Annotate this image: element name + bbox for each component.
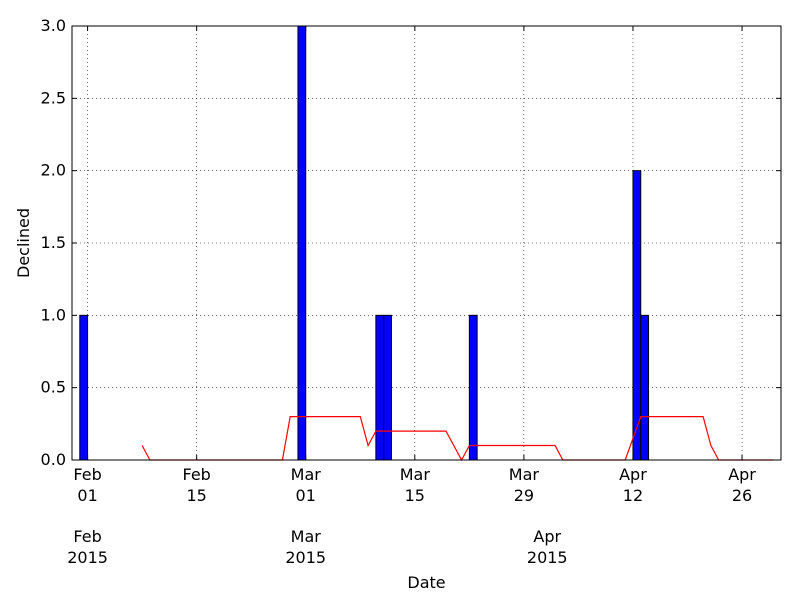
x-tick-label: Feb xyxy=(182,465,210,484)
bar xyxy=(79,314,89,461)
y-tick-label: 0.0 xyxy=(41,450,66,469)
x-tick-label: Feb xyxy=(73,465,101,484)
series-line xyxy=(141,416,774,462)
bar xyxy=(632,170,642,461)
x-tick-label: Mar xyxy=(400,465,431,484)
x-tick-sublabel: 26 xyxy=(732,486,752,505)
bar xyxy=(383,314,392,461)
x-tick-sublabel: 01 xyxy=(296,486,316,505)
x-month-label: Apr xyxy=(533,527,561,546)
x-month-label: Mar xyxy=(291,527,322,546)
y-tick-label: 2.0 xyxy=(41,161,66,180)
y-tick-label: 0.5 xyxy=(41,378,66,397)
x-year-label: 2015 xyxy=(285,548,326,567)
x-tick-sublabel: 12 xyxy=(623,486,643,505)
x-axis-label: Date xyxy=(407,573,445,592)
axis-ticks: 0.0 0.5 1.0 1.5 2.0 2.5 3.0 Feb 01 Feb 15 Mar 01 Mar 1… xyxy=(41,16,781,567)
x-tick-label: Apr xyxy=(619,465,647,484)
y-tick-label: 3.0 xyxy=(41,16,66,35)
x-year-label: 2015 xyxy=(67,548,108,567)
y-tick-label: 1.5 xyxy=(41,233,66,252)
bar xyxy=(297,25,307,461)
x-month-label: Feb xyxy=(73,527,101,546)
x-tick-sublabel: 01 xyxy=(77,486,97,505)
x-tick-sublabel: 29 xyxy=(514,486,534,505)
x-tick-label: Mar xyxy=(291,465,322,484)
x-tick-label: Apr xyxy=(728,465,756,484)
x-tick-sublabel: 15 xyxy=(186,486,206,505)
x-year-label: 2015 xyxy=(527,548,568,567)
bar xyxy=(640,314,650,461)
y-axis-label: Declined xyxy=(14,208,33,278)
x-tick-sublabel: 15 xyxy=(405,486,425,505)
bar xyxy=(375,314,385,461)
y-tick-label: 1.0 xyxy=(41,305,66,324)
x-tick-label: Mar xyxy=(509,465,540,484)
line-series xyxy=(141,416,774,462)
grid xyxy=(72,25,781,461)
plot-frame xyxy=(71,25,782,461)
y-tick-label: 2.5 xyxy=(41,88,66,107)
bar xyxy=(468,314,478,461)
